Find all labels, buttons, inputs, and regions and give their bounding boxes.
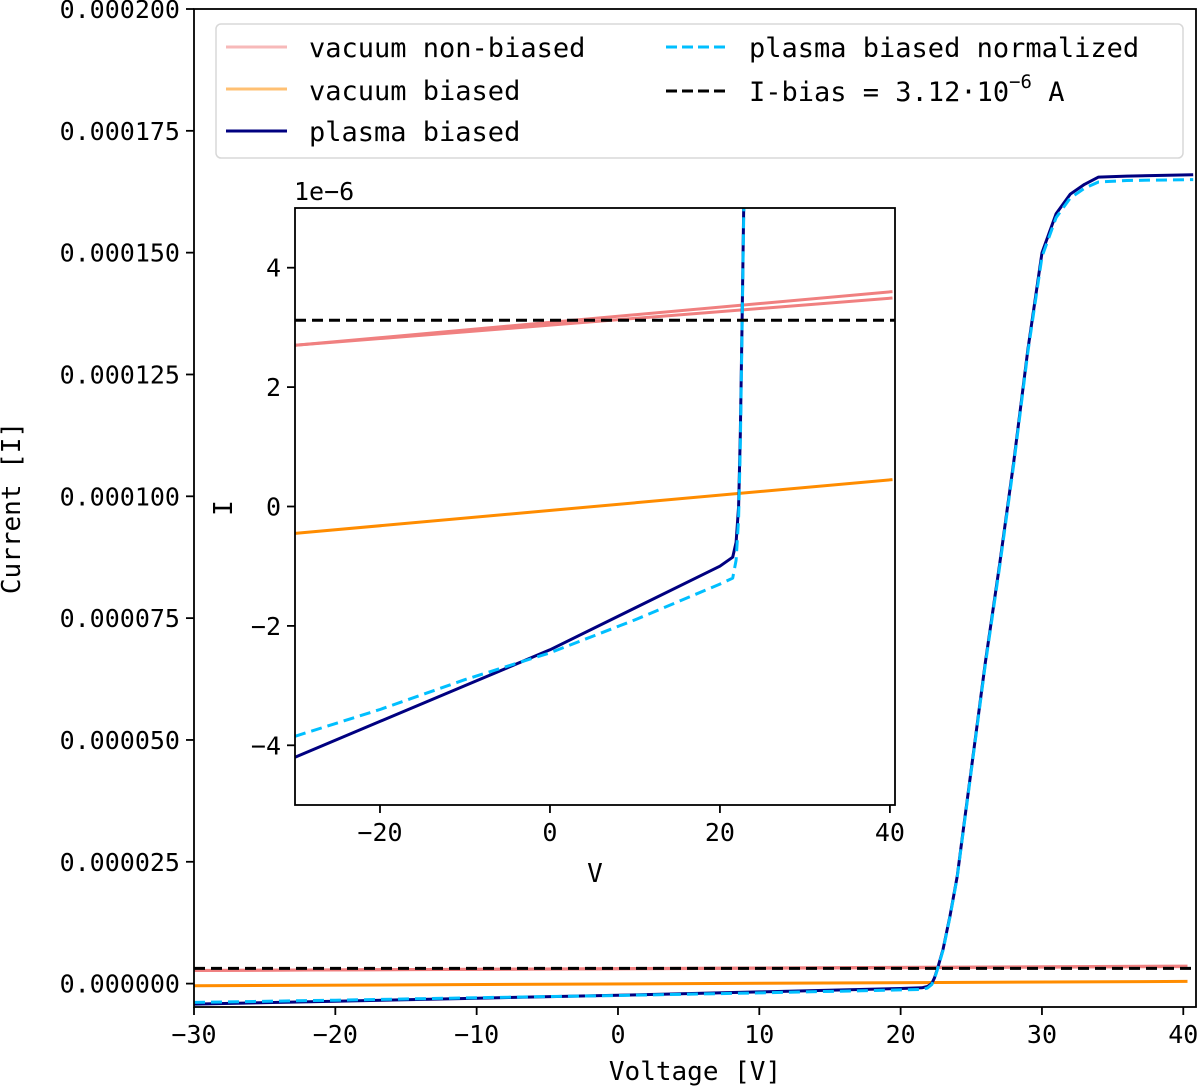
main-y-tick-label: 0.000025 [60,848,180,877]
main-x-tick-label: 10 [744,1020,774,1049]
main-x-tick-label: 30 [1027,1020,1057,1049]
main-x-tick-label: −30 [171,1020,216,1049]
main-x-tick-label: 40 [1168,1020,1198,1049]
main-y-tick-label: 0.000125 [60,360,180,389]
inset-plot-lines [295,208,895,759]
inset-y-tick-label: 2 [266,373,281,402]
main-y-tick-label: 0.000100 [60,482,180,511]
main-x-tick-label: −10 [454,1020,499,1049]
main-plot-lines [194,173,1196,1006]
inset-y-axis-label: I [209,500,239,516]
inset-y-tick-label: 4 [266,254,281,283]
inset-line-vacuum-non-biased [295,290,893,347]
main-y-tick-label: 0.000000 [60,970,180,999]
inset-y-tick-label: −4 [251,731,281,760]
i-bias-unit: A [1032,77,1065,108]
main-y-tick-label: 0.000150 [60,239,180,268]
legend-label-vacuum-biased: vacuum biased [309,76,520,107]
inset-offset-text: 1e−6 [294,177,354,206]
legend-label-plasma-normalized: plasma biased normalized [749,33,1139,64]
inset-y-tick-label: −2 [251,612,281,641]
inset-x-tick-label: 20 [705,818,735,847]
main-y-tick-label: 0.000050 [60,726,180,755]
inset-x-axis-label: V [587,859,603,889]
main-x-tick-label: −20 [313,1020,358,1049]
inset-x-tick-label: −20 [357,818,402,847]
inset-line-plasma-biased [295,208,746,759]
legend-label-vacuum-non-biased: vacuum non-biased [309,33,585,64]
inset-x-tick-label: 0 [542,818,557,847]
inset-y-tick-label: 0 [266,493,281,522]
i-bias-text: I-bias = 3.12·10 [749,77,1009,108]
inset-x-tick-label: 40 [875,818,905,847]
y-axis-label: Current [I] [0,422,27,594]
main-y-tick-label: 0.000200 [60,0,180,24]
x-axis-label: Voltage [V] [609,1057,781,1086]
main-line-plasma-biased-normalized [194,178,1194,1004]
main-axes-frame [193,8,1197,1008]
main-x-tick-label: 20 [886,1020,916,1049]
i-bias-exponent: −6 [1009,71,1032,93]
main-y-tick-label: 0.000075 [60,604,180,633]
legend-label-plasma-biased: plasma biased [309,117,520,148]
inset-line-vacuum-biased [295,478,893,535]
main-x-tick-label: 0 [610,1020,625,1049]
main-y-tick-label: 0.000175 [60,117,180,146]
main-line-vacuum-biased [194,979,1188,988]
main-ticks: −30 −20 −10 0 10 20 30 400.0000000.0000250.0000… [60,0,1199,1049]
legend: vacuum non-biased vacuum biased plasma b… [215,23,1184,159]
legend-label-i-bias: I-bias = 3.12·10−6 A [749,71,1065,108]
